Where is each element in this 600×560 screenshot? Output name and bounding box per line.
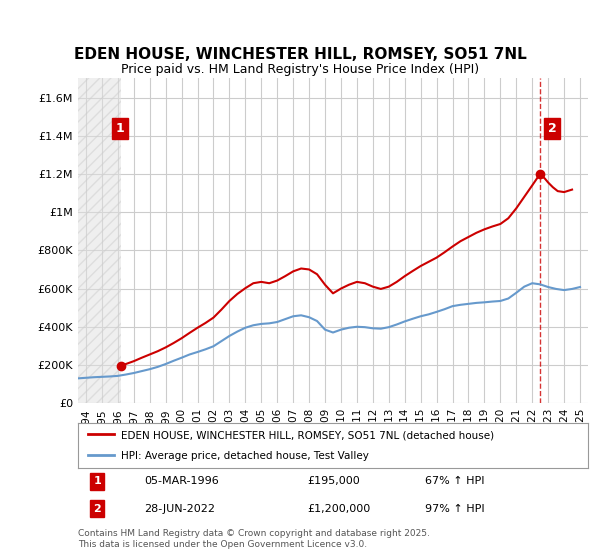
- Text: 1: 1: [94, 477, 101, 487]
- Text: 28-JUN-2022: 28-JUN-2022: [145, 503, 215, 514]
- Text: HPI: Average price, detached house, Test Valley: HPI: Average price, detached house, Test…: [121, 451, 369, 461]
- Text: 97% ↑ HPI: 97% ↑ HPI: [425, 503, 484, 514]
- Text: EDEN HOUSE, WINCHESTER HILL, ROMSEY, SO51 7NL (detached house): EDEN HOUSE, WINCHESTER HILL, ROMSEY, SO5…: [121, 430, 494, 440]
- Text: Price paid vs. HM Land Registry's House Price Index (HPI): Price paid vs. HM Land Registry's House …: [121, 63, 479, 76]
- Text: EDEN HOUSE, WINCHESTER HILL, ROMSEY, SO51 7NL: EDEN HOUSE, WINCHESTER HILL, ROMSEY, SO5…: [74, 46, 526, 62]
- Text: 1: 1: [116, 122, 125, 135]
- Text: £195,000: £195,000: [308, 477, 360, 487]
- Text: 2: 2: [548, 122, 557, 135]
- Text: 67% ↑ HPI: 67% ↑ HPI: [425, 477, 484, 487]
- Text: 2: 2: [94, 503, 101, 514]
- Text: Contains HM Land Registry data © Crown copyright and database right 2025.
This d: Contains HM Land Registry data © Crown c…: [78, 529, 430, 549]
- Bar: [78, 78, 121, 403]
- Text: £1,200,000: £1,200,000: [308, 503, 371, 514]
- Text: 05-MAR-1996: 05-MAR-1996: [145, 477, 219, 487]
